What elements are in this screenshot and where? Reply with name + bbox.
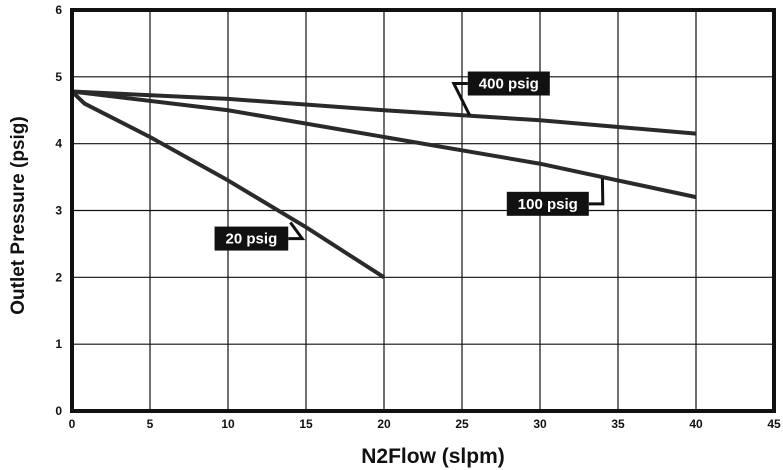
y-axis-title: Outlet Pressure (psig): [8, 116, 29, 315]
plot-frame: [70, 8, 776, 413]
x-tick-label: 15: [299, 417, 313, 431]
callouts: 400 psig 100 psig 20 psig: [214, 71, 605, 251]
callout-label: 20 psig: [226, 231, 278, 248]
y-tick-label: 6: [55, 3, 62, 17]
callout-100-psig: 100 psig: [506, 178, 605, 216]
x-tick-label: 5: [147, 417, 154, 431]
callout-box: [214, 226, 289, 251]
y-tick-label: 4: [55, 137, 62, 151]
callout-leader: [588, 178, 605, 206]
y-tick-label: 1: [55, 337, 62, 351]
x-tick-label: 0: [69, 417, 76, 431]
callout-20-psig: 20 psig: [214, 221, 306, 251]
y-tick-label: 5: [55, 70, 62, 84]
callout-box: [506, 191, 589, 216]
y-tick-label: 3: [55, 204, 62, 218]
series-lines: [70, 89, 697, 280]
x-tick-label: 25: [455, 417, 469, 431]
callout-box: [467, 71, 550, 96]
y-tick-label: 0: [55, 404, 62, 418]
y-tick-label: 2: [55, 270, 62, 284]
callout-leader: [288, 221, 306, 241]
callout-label: 100 psig: [518, 196, 578, 213]
x-tick-label: 30: [533, 417, 547, 431]
callout-label: 400 psig: [479, 76, 539, 93]
x-tick-label: 35: [611, 417, 625, 431]
series-line-20-psig: [70, 90, 386, 280]
x-axis-title: N2Flow (slpm): [361, 445, 505, 468]
x-tick-label: 40: [689, 417, 703, 431]
grid: [71, 9, 775, 412]
callout-400-psig: 400 psig: [451, 71, 550, 117]
callout-leader: [451, 82, 472, 117]
series-line-100-psig: [71, 89, 697, 200]
x-tick-label: 45: [767, 417, 781, 431]
series-line-400-psig: [71, 89, 697, 136]
x-tick-label: 10: [221, 417, 235, 431]
x-tick-label: 20: [377, 417, 391, 431]
